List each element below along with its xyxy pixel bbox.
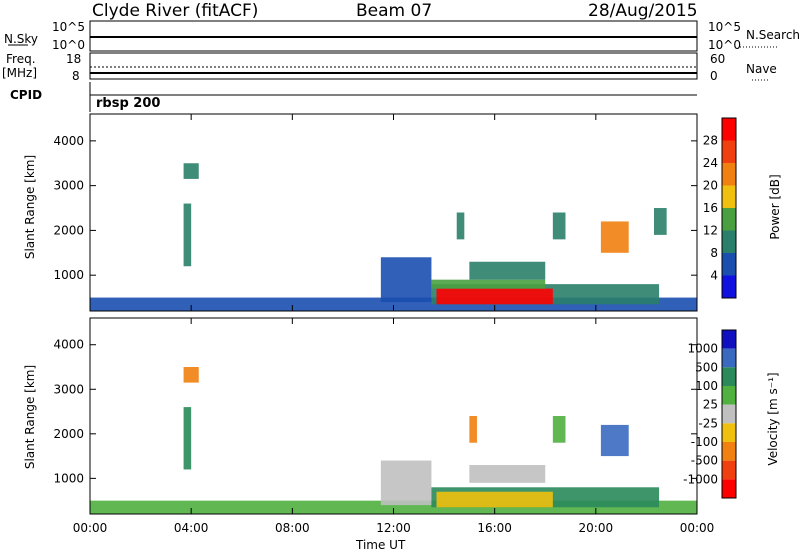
velocity-region-1 [183, 367, 199, 383]
velocity-region-9 [552, 416, 566, 443]
date-title: 28/Aug/2015 [588, 1, 698, 21]
xtick-label-2: 08:00 [275, 521, 310, 535]
power-colorbar-seg-3 [722, 208, 736, 231]
station-title: Clyde River (fitACF) [92, 1, 259, 21]
velocity-colorbar-seg-7 [722, 460, 736, 480]
power-colorbar-seg-2 [722, 230, 736, 253]
velocity-region-7 [469, 416, 477, 443]
power-region-11 [654, 208, 667, 235]
velocity-colorbar-tick-1: 500 [695, 360, 718, 374]
velocity-ytick-label-1: 2000 [53, 427, 84, 441]
velocity-colorbar-tick-5: -100 [691, 435, 718, 449]
power-ytick-label-3: 4000 [53, 134, 84, 148]
velocity-colorbar-seg-3 [722, 386, 736, 405]
nave-tick-bottom: 0 [710, 69, 718, 83]
velocity-region-6 [469, 465, 546, 483]
nsearch-tick-bottom: 10^0 [708, 38, 741, 52]
velocity-colorbar-seg-8 [722, 479, 736, 498]
nave-label: Nave [746, 62, 777, 76]
nsky-label: N.Sky [4, 32, 39, 46]
power-region-6 [431, 279, 546, 289]
power-region-9 [600, 221, 629, 253]
power-colorbar-frame [721, 117, 737, 299]
power-colorbar-tick-4: 20 [703, 179, 718, 193]
xtick-label-0: 00:00 [73, 521, 108, 535]
power-colorbar-tick-2: 12 [703, 224, 718, 238]
nsky-tick-bottom: 10^0 [52, 38, 85, 52]
power-colorbar-seg-1 [722, 253, 736, 276]
power-ytick-label-2: 3000 [53, 179, 84, 193]
xtick-label-3: 12:00 [376, 521, 411, 535]
velocity-colorbar-tick-4: -25 [698, 416, 718, 430]
velocity-colorbar-frame [721, 329, 737, 499]
power-colorbar-seg-6 [722, 140, 736, 163]
freq-panel-frame [89, 52, 698, 80]
power-ytick-label-0: 1000 [53, 268, 84, 282]
power-region-2 [183, 203, 192, 267]
velocity-colorbar-seg-4 [722, 404, 736, 424]
power-colorbar-tick-1: 8 [710, 246, 718, 260]
power-colorbar-tick-0: 4 [710, 269, 718, 283]
power-colorbar-seg-5 [722, 163, 736, 186]
power-region-3 [380, 257, 432, 303]
velocity-colorbar-tick-0: 1000 [687, 342, 718, 356]
power-colorbar-tick-5: 24 [703, 156, 718, 170]
velocity-colorbar-tick-6: -500 [691, 454, 718, 468]
velocity-colorbar-seg-2 [722, 367, 736, 386]
power-colorbar-seg-0 [722, 275, 736, 298]
velocity-region-2 [183, 407, 192, 470]
freq-tick-top: 18 [66, 52, 82, 66]
power-region-7 [469, 261, 546, 280]
freq-tick-bottom: 8 [72, 69, 80, 83]
velocity-colorbar-tick-3: 25 [703, 398, 718, 412]
power-region-10 [456, 212, 465, 240]
velocity-ytick-label-2: 3000 [53, 382, 84, 396]
velocity-region-3 [380, 460, 432, 506]
nsearch-label: N.Search [746, 28, 800, 42]
freq-unit: [MHz] [2, 66, 38, 80]
xtick-label-6: 00:00 [680, 521, 715, 535]
power-region-1 [183, 163, 199, 179]
power-colorbar-tick-3: 16 [703, 201, 718, 215]
velocity-colorbar-tick-2: 100 [695, 379, 718, 393]
xtick-label-1: 04:00 [174, 521, 209, 535]
nave-tick-top: 60 [710, 52, 726, 66]
power-colorbar-tick-6: 28 [703, 134, 718, 148]
beam-title: Beam 07 [356, 1, 433, 21]
nsky-tick-top: 10^5 [52, 20, 85, 34]
nsearch-tick-top: 10^5 [708, 20, 741, 34]
cpid-value: rbsp 200 [96, 96, 161, 111]
velocity-ytick-label-3: 4000 [53, 338, 84, 352]
power-ytick-label-1: 2000 [53, 223, 84, 237]
xtick-label-4: 16:00 [477, 521, 512, 535]
power-region-5 [436, 288, 553, 305]
velocity-colorbar-seg-0 [722, 330, 736, 349]
velocity-colorbar-seg-6 [722, 442, 736, 461]
x-axis-title: Time UT [356, 538, 406, 552]
velocity-colorbar-seg-5 [722, 423, 736, 442]
xtick-label-5: 20:00 [579, 521, 614, 535]
cpid-label: CPID [10, 88, 43, 102]
velocity-colorbar-seg-1 [722, 348, 736, 368]
power-region-8 [552, 212, 566, 240]
freq-label: Freq. [6, 52, 36, 66]
velocity-region-8 [600, 424, 629, 457]
power-colorbar-seg-7 [722, 118, 736, 141]
power-colorbar-seg-4 [722, 185, 736, 208]
velocity-region-5 [436, 491, 553, 508]
velocity-colorbar-tick-7: -1000 [683, 472, 718, 486]
velocity-ytick-label-0: 1000 [53, 471, 84, 485]
